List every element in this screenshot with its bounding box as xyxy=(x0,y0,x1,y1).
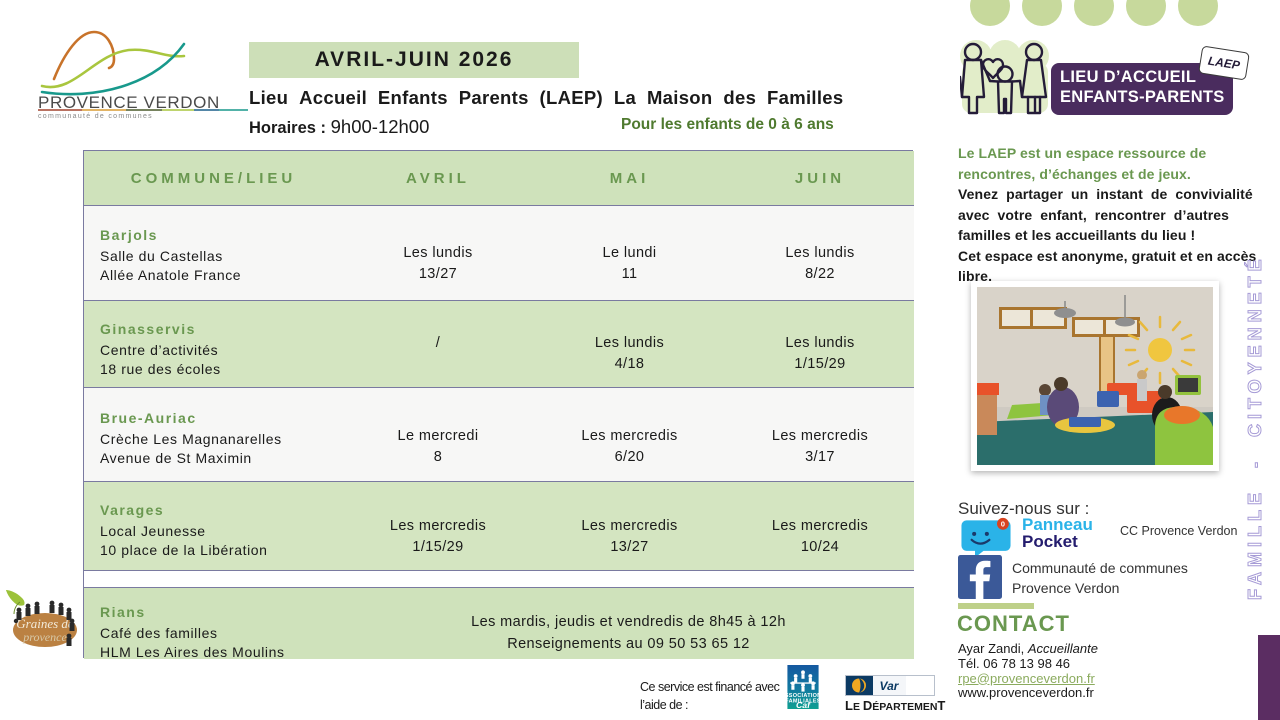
svg-text:Graines de: Graines de xyxy=(16,616,74,631)
svg-text:0: 0 xyxy=(1001,520,1005,529)
svg-text:provence: provence xyxy=(22,630,67,644)
svg-text:communauté de communes: communauté de communes xyxy=(38,113,153,119)
svg-text:Caf: Caf xyxy=(796,700,811,709)
svg-text:PROVENCE VERDON: PROVENCE VERDON xyxy=(38,93,220,112)
svg-text:Var: Var xyxy=(880,679,900,693)
